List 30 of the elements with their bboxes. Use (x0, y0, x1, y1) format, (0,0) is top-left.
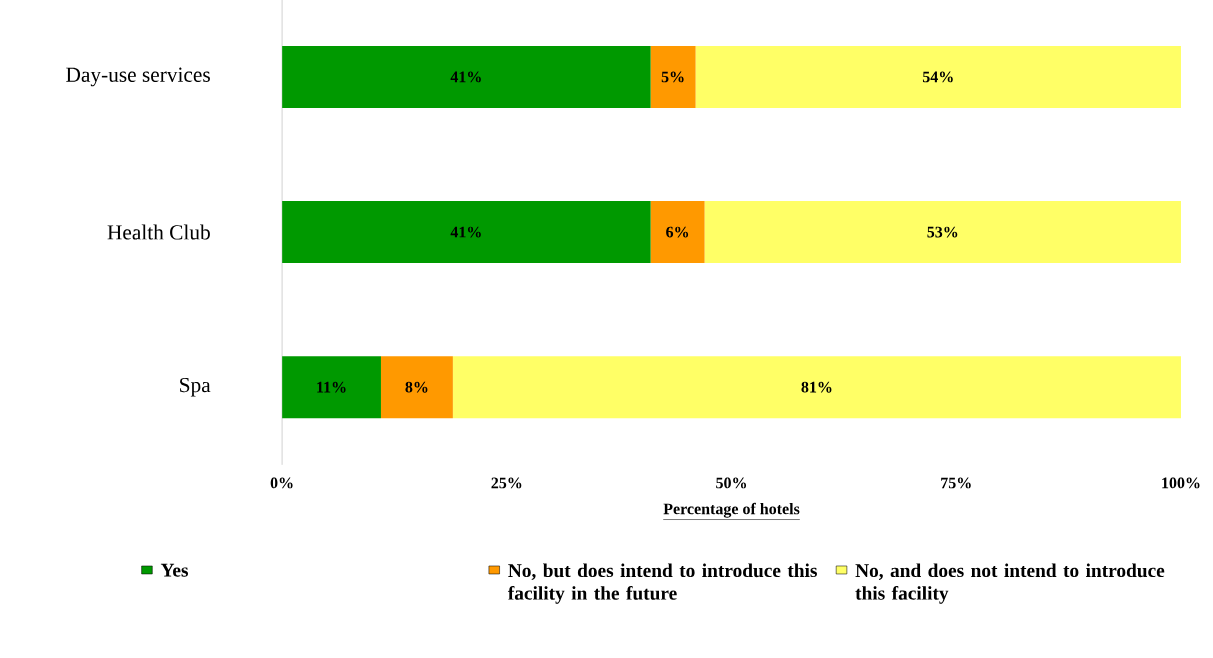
bar (282, 45, 651, 108)
data-label: 41% (450, 71, 481, 83)
y-tick-label: Spa (180, 377, 211, 397)
data-label: 6% (666, 226, 689, 238)
bar (650, 200, 705, 264)
bar (282, 356, 381, 419)
legend-label: No, but does intend to introduce this facility in the future (507, 563, 817, 604)
bar (452, 356, 1181, 419)
data-label: 54% (922, 71, 953, 83)
x-tick-label: 100% (1162, 477, 1200, 489)
data-label: 41% (450, 226, 481, 238)
bar (380, 356, 453, 419)
data-label: 5% (661, 71, 684, 83)
x-axis-title: Percentage of hotels (663, 502, 800, 518)
data-label: 11% (317, 381, 346, 393)
data-label: 81% (801, 381, 832, 393)
data-label: 8% (405, 381, 428, 393)
bar (695, 45, 1181, 108)
y-tick-label: Health Club (107, 224, 210, 240)
x-tick-label: 75% (941, 477, 971, 489)
x-tick-label: 25% (491, 477, 522, 489)
legend-label: Yes (160, 563, 189, 577)
bar (704, 200, 1181, 264)
data-label: 53% (927, 226, 958, 238)
legend-label: No, and does not intend to introduce this facility (855, 563, 1165, 604)
bar (650, 45, 696, 108)
bar (282, 200, 651, 264)
y-tick-label: Day-use services (66, 67, 210, 87)
x-tick-label: 50% (716, 477, 747, 489)
x-tick-label: 0% (270, 477, 293, 489)
